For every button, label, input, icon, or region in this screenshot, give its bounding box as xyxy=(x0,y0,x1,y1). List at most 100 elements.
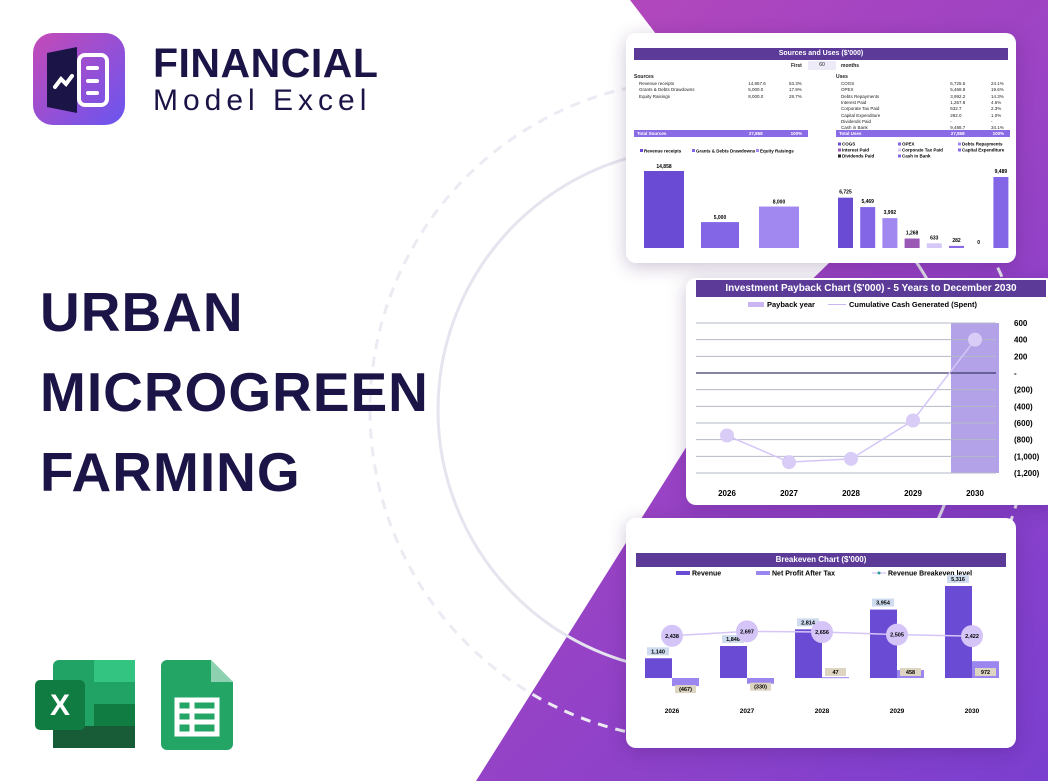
breakeven-point xyxy=(661,624,683,647)
label-box xyxy=(647,647,669,656)
x-tick-label: 2026 xyxy=(718,489,736,498)
table-cell: 1,267.8 xyxy=(950,99,966,105)
table-cell: 53.3% xyxy=(789,81,802,86)
legend-label: Payback year xyxy=(767,300,815,309)
payback-year-bar xyxy=(951,323,999,473)
legend-label: Grants & Debts Drawdowns xyxy=(696,149,756,154)
data-label: 9,489 xyxy=(995,169,1008,175)
legend-swatch xyxy=(838,142,841,146)
table-cell: 14.3% xyxy=(991,93,1004,99)
legend-swatch xyxy=(958,142,961,146)
table-row: COGS 6,725.5 24.1% xyxy=(838,80,1008,87)
x-tick-label: 2027 xyxy=(740,708,755,715)
table-row: Cash in Bank 9,488.7 34.1% xyxy=(838,124,1008,131)
legend-label: Revenue xyxy=(692,571,721,578)
legend-label: Equity Raisings xyxy=(760,149,794,154)
data-label: 14,858 xyxy=(656,164,672,170)
legend-label: Interest Paid xyxy=(842,148,869,153)
sources-uses-charts: Revenue receipts Grants & Debts Drawdowns… xyxy=(640,142,1009,248)
label-box xyxy=(750,682,771,691)
card-title: Sources and Uses ($'000) xyxy=(634,48,1008,60)
legend-label: Dividends Paid xyxy=(842,154,875,159)
legend-swatch xyxy=(640,149,643,152)
data-label: (330) xyxy=(754,685,767,691)
period-unit: months xyxy=(841,63,860,69)
sources-uses-card: Sources and Uses ($'000) First 60 months… xyxy=(626,33,1016,263)
data-label: 2,697 xyxy=(740,629,754,635)
data-label: 2,422 xyxy=(965,634,979,640)
net-profit-bar xyxy=(672,678,699,687)
table-cell: Revenue receipts xyxy=(639,81,675,86)
y-tick-label: (1,000) xyxy=(1014,452,1040,461)
y-tick-label: (200) xyxy=(1014,386,1033,395)
net-profit-bar xyxy=(747,678,774,684)
legend-swatch xyxy=(838,154,841,158)
table-row: Corporate Tax Paid 632.7 2.3% xyxy=(838,105,1008,112)
table-cell: 3,992.2 xyxy=(950,93,966,99)
x-tick-label: 2030 xyxy=(966,489,984,498)
legend-swatch xyxy=(748,302,764,307)
title-line: URBAN xyxy=(40,281,244,343)
bar xyxy=(860,207,876,248)
table-cell: Total Uses xyxy=(839,131,862,136)
data-label: 1,848 xyxy=(726,637,740,643)
brand-name: FINANCIAL xyxy=(153,40,379,86)
x-tick-label: 2028 xyxy=(842,489,860,498)
breakeven-chart-card: Breakeven Chart ($'000) Revenue Net Profi… xyxy=(626,518,1016,748)
revenue-bar xyxy=(720,646,747,678)
legend-swatch xyxy=(692,149,695,152)
table-cell: COGS xyxy=(841,81,855,86)
data-label: 8,000 xyxy=(773,200,786,206)
table-cell: Equity Raisings xyxy=(639,93,671,99)
label-box xyxy=(825,668,846,676)
legend-swatch xyxy=(958,148,961,152)
legend-swatch xyxy=(898,148,901,152)
y-tick-label: (800) xyxy=(1014,436,1033,445)
table-row: Debts Repayments 3,992.2 14.3% xyxy=(838,93,1008,100)
title-line: MICROGREEN xyxy=(40,361,429,423)
label-box xyxy=(947,575,969,583)
legend-label: Corporate Tax Paid xyxy=(902,148,943,153)
data-label: 1,268 xyxy=(906,231,919,237)
data-label: 3,992 xyxy=(884,210,897,216)
legend-label: Cash in Bank xyxy=(902,154,931,159)
bar xyxy=(838,197,853,248)
data-label: 633 xyxy=(930,235,939,241)
legend-label: Revenue receipts xyxy=(644,149,682,154)
data-label: 2,505 xyxy=(890,633,904,639)
legend-swatch xyxy=(898,154,901,158)
legend-label: Cumulative Cash Generated (Spent) xyxy=(849,300,977,309)
data-label: 2,814 xyxy=(801,620,816,626)
table-row: Total Sources 27,858 100% xyxy=(634,130,808,137)
table-cell: 9,488.7 xyxy=(950,125,966,131)
legend-label: Capital Expenditure xyxy=(962,148,1005,153)
legend-swatch xyxy=(838,148,841,152)
period-input[interactable]: 60 xyxy=(808,61,836,70)
chart-title: Investment Payback Chart ($'000) - 5 Yea… xyxy=(696,280,1046,297)
label-box xyxy=(872,598,894,607)
chart-title: Breakeven Chart ($'000) xyxy=(636,553,1006,567)
y-tick-label: (1,200) xyxy=(1014,469,1040,478)
data-point xyxy=(968,332,982,347)
breakeven-point xyxy=(961,625,983,648)
page-title: URBAN MICROGREEN FARMING xyxy=(40,272,429,512)
label-box xyxy=(797,618,819,627)
table-cell: Cash in Bank xyxy=(841,125,868,131)
data-label: 2,438 xyxy=(665,634,679,640)
breakeven-point xyxy=(886,623,908,646)
title-line: FARMING xyxy=(40,441,301,503)
brand-logo xyxy=(33,33,125,125)
breakeven-point xyxy=(736,620,758,643)
y-tick-label: 200 xyxy=(1014,352,1028,361)
table-cell: 4.6% xyxy=(991,99,1002,105)
table-cell: 27,858 xyxy=(950,131,965,136)
legend-label: COGS xyxy=(842,142,855,147)
x-tick-label: 2029 xyxy=(890,708,905,715)
y-tick-label: 400 xyxy=(1014,336,1028,345)
data-label: 282 xyxy=(952,238,961,244)
table-cell: 19.6% xyxy=(991,87,1004,93)
legend-swatch xyxy=(898,142,901,146)
table-cell: 2.3% xyxy=(991,106,1002,112)
x-tick-label: 2027 xyxy=(780,489,798,498)
label-box xyxy=(975,668,996,676)
